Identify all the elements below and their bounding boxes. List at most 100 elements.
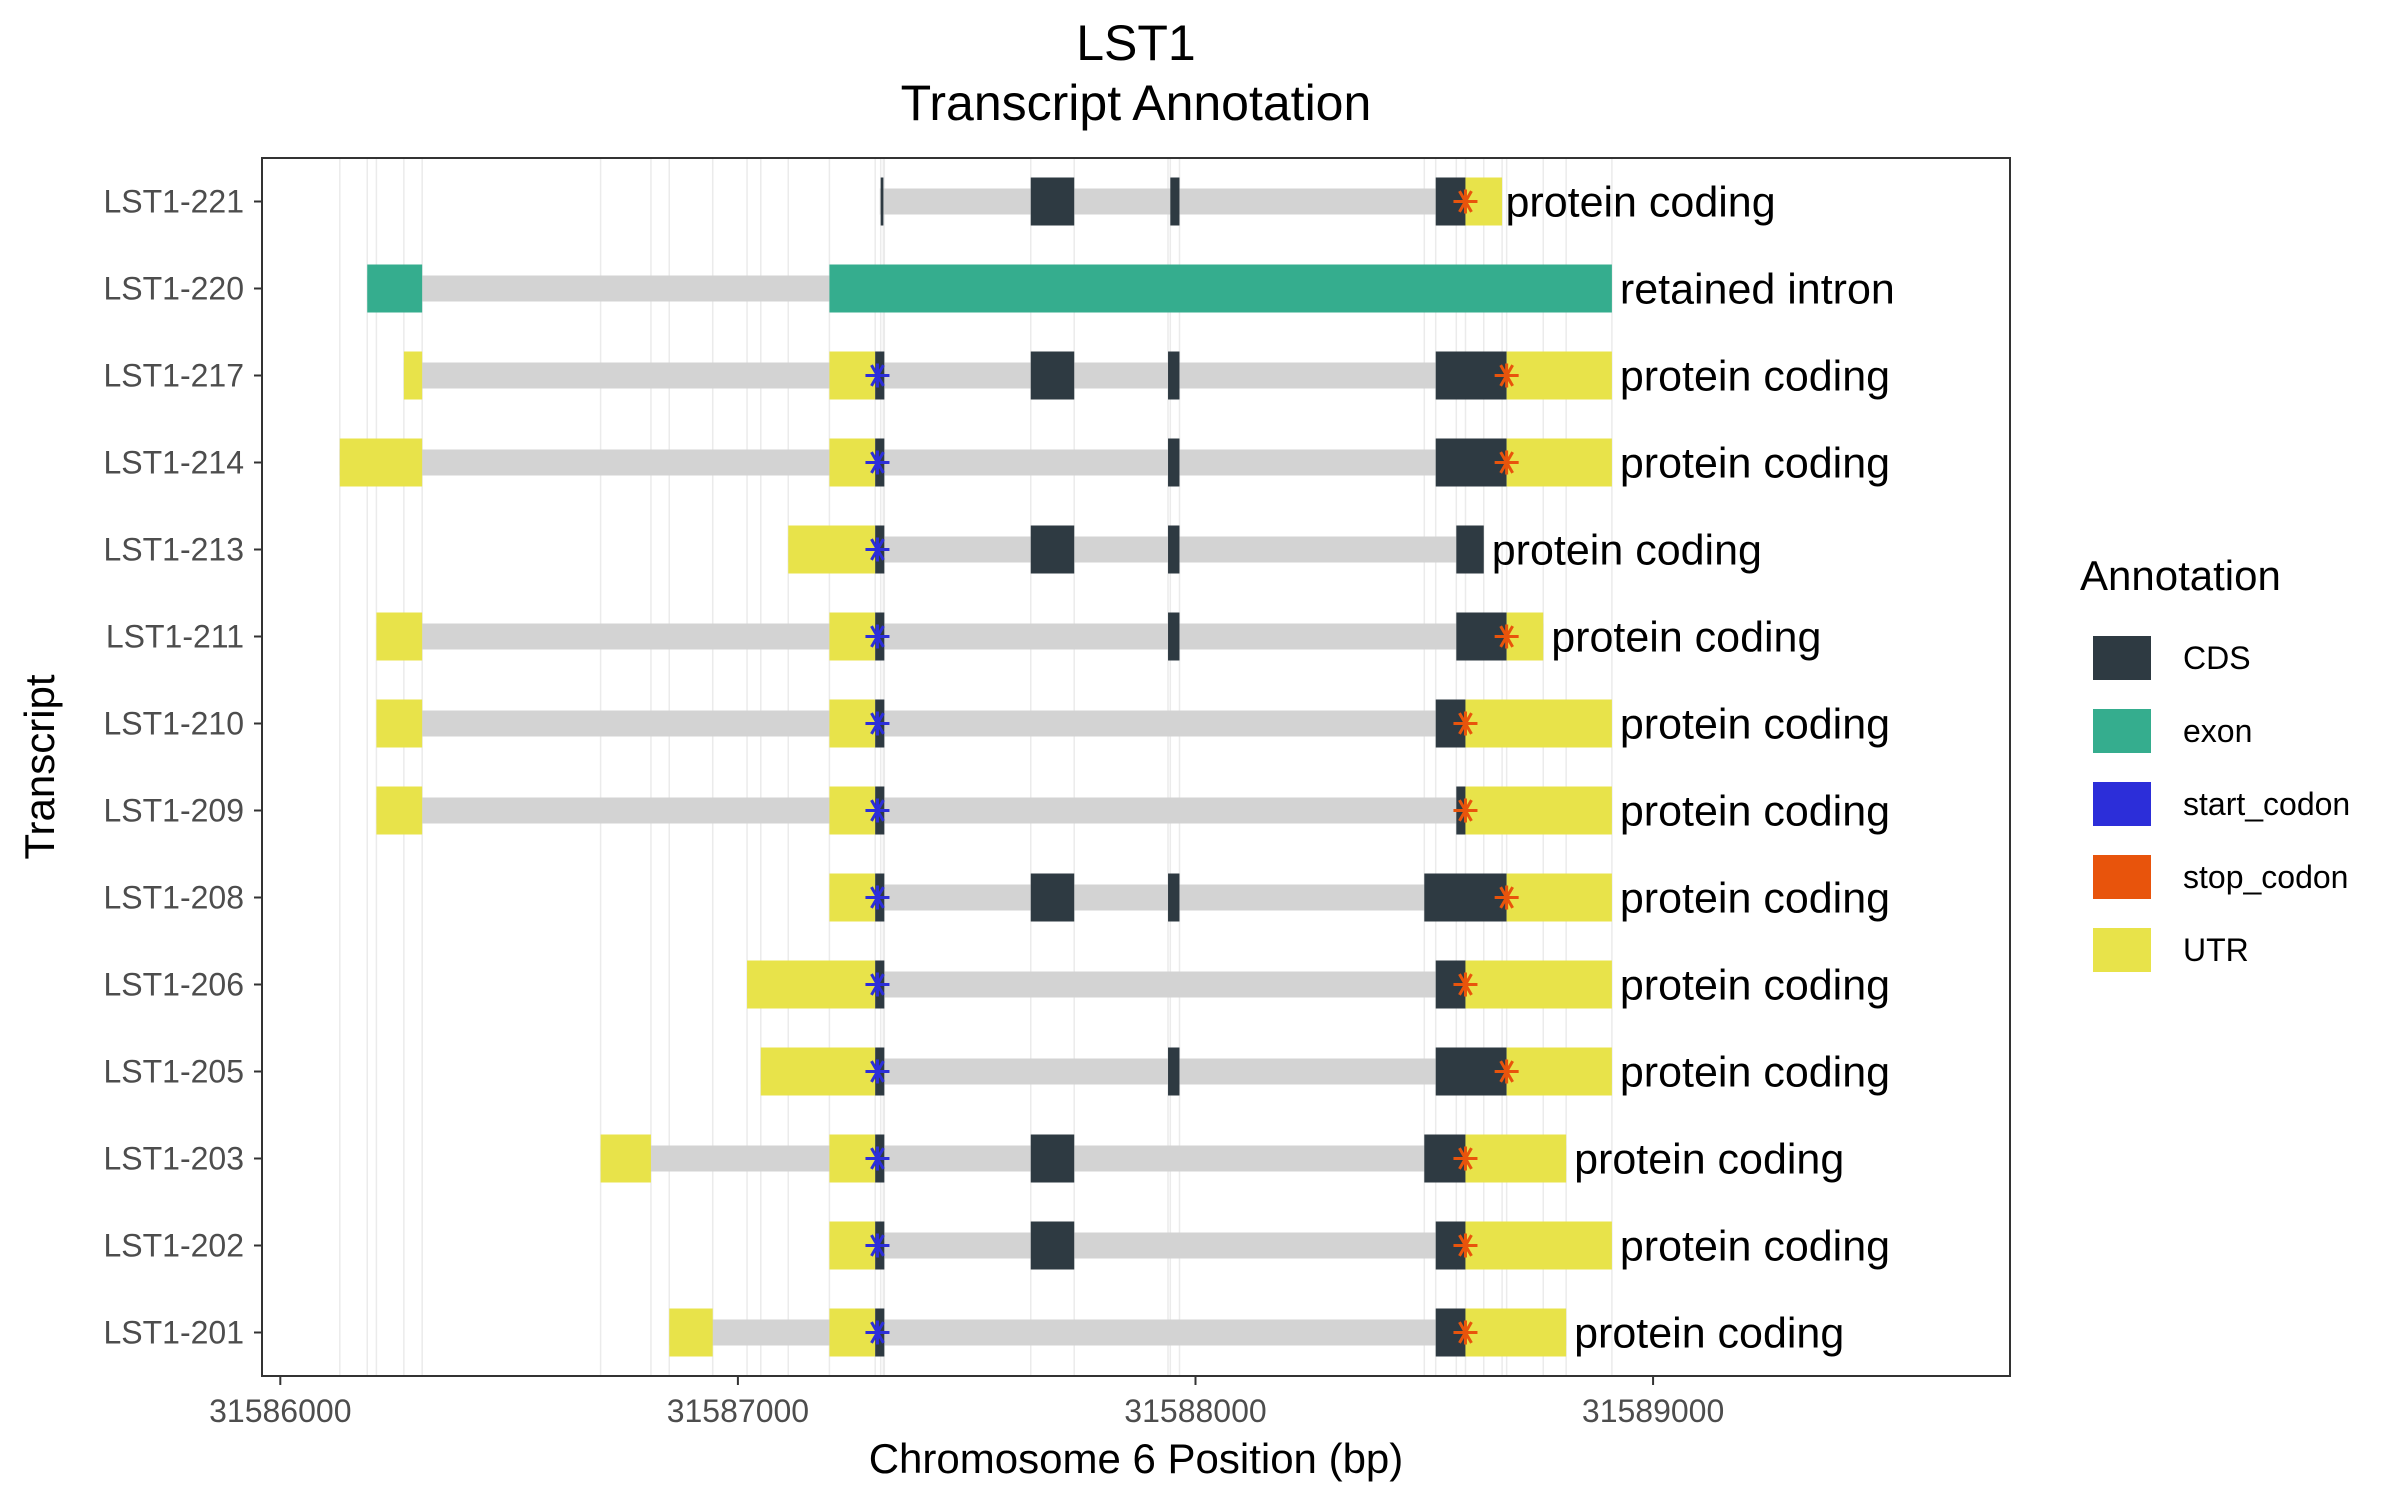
biotype-label: protein coding (1620, 1049, 1890, 1097)
stop-codon-marker (1494, 450, 1519, 475)
legend-key (2093, 636, 2151, 680)
legend: Annotation CDS exon start_codon stop_codon U… (2080, 552, 2350, 972)
stop-codon-marker (1494, 624, 1519, 649)
cds-block (1168, 351, 1180, 400)
cds-block (1170, 177, 1180, 226)
y-tick-label: LST1-201 (103, 1315, 244, 1351)
biotype-label: protein coding (1574, 1310, 1844, 1358)
intron-line (600, 1145, 1567, 1172)
plot-panel-border (261, 157, 2011, 1377)
utr-block (760, 1047, 876, 1096)
legend-key (2093, 855, 2151, 899)
start-codon-marker (865, 450, 890, 475)
chart-subtitle: Transcript Annotation (901, 75, 1372, 131)
utr-block (403, 351, 423, 400)
x-axis-title: Chromosome 6 Position (bp) (869, 1435, 1404, 1482)
start-codon-marker (865, 1146, 890, 1171)
exon-block (367, 264, 423, 313)
cds-block (1030, 873, 1075, 922)
start-codon-marker (865, 537, 890, 562)
start-codon-marker (865, 1320, 890, 1345)
intron-line (669, 1319, 1567, 1346)
legend-label: CDS (2183, 640, 2251, 676)
y-axis: LST1-221 LST1-220 LST1-217 LST1-214 LST1-213… (103, 184, 262, 1351)
intron-line (403, 362, 1612, 389)
biotype-label: protein coding (1620, 962, 1890, 1010)
y-tick-label: LST1-206 (103, 967, 244, 1003)
exon-block (829, 264, 1612, 313)
cds-block (1030, 1134, 1075, 1183)
utr-block (1465, 786, 1612, 835)
legend-label: UTR (2183, 932, 2249, 968)
stop-codon-marker (1453, 711, 1478, 736)
biotype-label: protein coding (1620, 701, 1890, 749)
legend-label: exon (2183, 713, 2252, 749)
x-tick-label: 31586000 (209, 1393, 351, 1429)
y-tick-label: LST1-209 (103, 793, 244, 829)
biotype-label: protein coding (1620, 788, 1890, 836)
utr-block (1506, 438, 1612, 487)
biotype-label: protein coding (1620, 1223, 1890, 1271)
y-tick-label: LST1-205 (103, 1054, 244, 1090)
cds-block (1030, 177, 1075, 226)
intron-line (376, 797, 1612, 824)
x-tick-label: 31588000 (1124, 1393, 1266, 1429)
biotype-label: protein coding (1620, 353, 1890, 401)
cds-block (1168, 612, 1180, 661)
x-tick-label: 31587000 (667, 1393, 809, 1429)
cds-block (880, 177, 884, 226)
legend-label: stop_codon (2183, 859, 2348, 895)
y-axis-title: Transcript (16, 674, 63, 859)
utr-block (1465, 1221, 1612, 1270)
biotype-label: protein coding (1551, 614, 1821, 662)
cds-block (1168, 873, 1180, 922)
stop-codon-marker (1494, 1059, 1519, 1084)
y-tick-label: LST1-220 (103, 271, 244, 307)
legend-title: Annotation (2080, 552, 2281, 599)
utr-block (339, 438, 423, 487)
utr-block (376, 699, 423, 748)
cds-block (1424, 873, 1507, 922)
y-tick-label: LST1-208 (103, 880, 244, 916)
utr-block (1465, 960, 1612, 1009)
y-tick-label: LST1-211 (106, 619, 244, 655)
intron-line (788, 536, 1484, 563)
cds-block (1030, 1221, 1075, 1270)
start-codon-marker (865, 1233, 890, 1258)
utr-block (600, 1134, 651, 1183)
start-codon-marker (865, 624, 890, 649)
legend-label: start_codon (2183, 786, 2350, 822)
start-codon-marker (865, 885, 890, 910)
utr-block (1465, 1308, 1567, 1357)
start-codon-marker (865, 972, 890, 997)
y-tick-label: LST1-213 (103, 532, 244, 568)
y-tick-label: LST1-214 (103, 445, 244, 481)
cds-block (1168, 525, 1180, 574)
x-tick-label: 31589000 (1582, 1393, 1724, 1429)
cds-block (1456, 525, 1484, 574)
y-tick-label: LST1-202 (103, 1228, 244, 1264)
stop-codon-marker (1453, 972, 1478, 997)
cds-block (1168, 438, 1180, 487)
utr-block (788, 525, 876, 574)
biotype-label: protein coding (1574, 1136, 1844, 1184)
utr-block (376, 612, 423, 661)
legend-key (2093, 928, 2151, 972)
legend-key (2093, 709, 2151, 753)
utr-block (1506, 351, 1612, 400)
cds-block (1030, 525, 1075, 574)
utr-block (1506, 1047, 1612, 1096)
utr-block (1506, 873, 1612, 922)
start-codon-marker (865, 711, 890, 736)
start-codon-marker (865, 363, 890, 388)
utr-block (1465, 1134, 1567, 1183)
track-layer: protein coding retained intron protein cod… (339, 177, 1895, 1358)
stop-codon-marker (1453, 189, 1478, 214)
biotype-label: protein coding (1620, 440, 1890, 488)
y-tick-label: LST1-217 (103, 358, 244, 394)
biotype-label: protein coding (1492, 527, 1762, 575)
stop-codon-marker (1453, 1233, 1478, 1258)
biotype-label: protein coding (1620, 875, 1890, 923)
stop-codon-marker (1453, 798, 1478, 823)
